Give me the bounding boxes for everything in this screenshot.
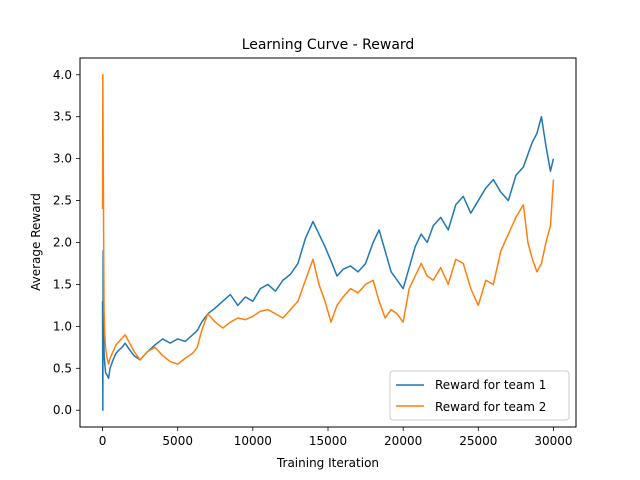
x-axis-ticks: 0 5000 10000 15000 20000 25000 30000 xyxy=(99,427,573,448)
series-group xyxy=(101,74,555,411)
x-tick-label: 0 xyxy=(99,434,107,448)
y-axis-label: Average Reward xyxy=(29,193,43,291)
chart-title: Learning Curve - Reward xyxy=(242,37,415,53)
series-line-team-2 xyxy=(101,74,555,365)
x-tick-label: 25000 xyxy=(459,434,497,448)
legend: Reward for team 1 Reward for team 2 xyxy=(389,370,570,421)
legend-label-team-1: Reward for team 1 xyxy=(435,378,546,392)
y-tick-label: 1.0 xyxy=(53,319,72,333)
x-tick-label: 10000 xyxy=(234,434,272,448)
y-tick-label: 0.0 xyxy=(53,403,72,417)
series-line-team-1 xyxy=(101,115,555,411)
x-tick-label: 15000 xyxy=(309,434,347,448)
y-axis-ticks: 0.0 0.5 1.0 1.5 2.0 2.5 3.0 3.5 4.0 xyxy=(53,68,80,417)
x-tick-label: 30000 xyxy=(534,434,572,448)
x-tick-label: 20000 xyxy=(384,434,422,448)
y-tick-label: 3.5 xyxy=(53,110,72,124)
x-tick-label: 5000 xyxy=(162,434,193,448)
y-tick-label: 3.0 xyxy=(53,152,72,166)
y-tick-label: 4.0 xyxy=(53,68,72,82)
x-axis-label: Training Iteration xyxy=(276,456,379,470)
legend-box xyxy=(389,370,570,421)
y-tick-label: 0.5 xyxy=(53,361,72,375)
y-tick-label: 2.5 xyxy=(53,194,72,208)
y-tick-label: 1.5 xyxy=(53,277,72,291)
legend-label-team-2: Reward for team 2 xyxy=(435,400,546,414)
y-tick-label: 2.0 xyxy=(53,236,72,250)
